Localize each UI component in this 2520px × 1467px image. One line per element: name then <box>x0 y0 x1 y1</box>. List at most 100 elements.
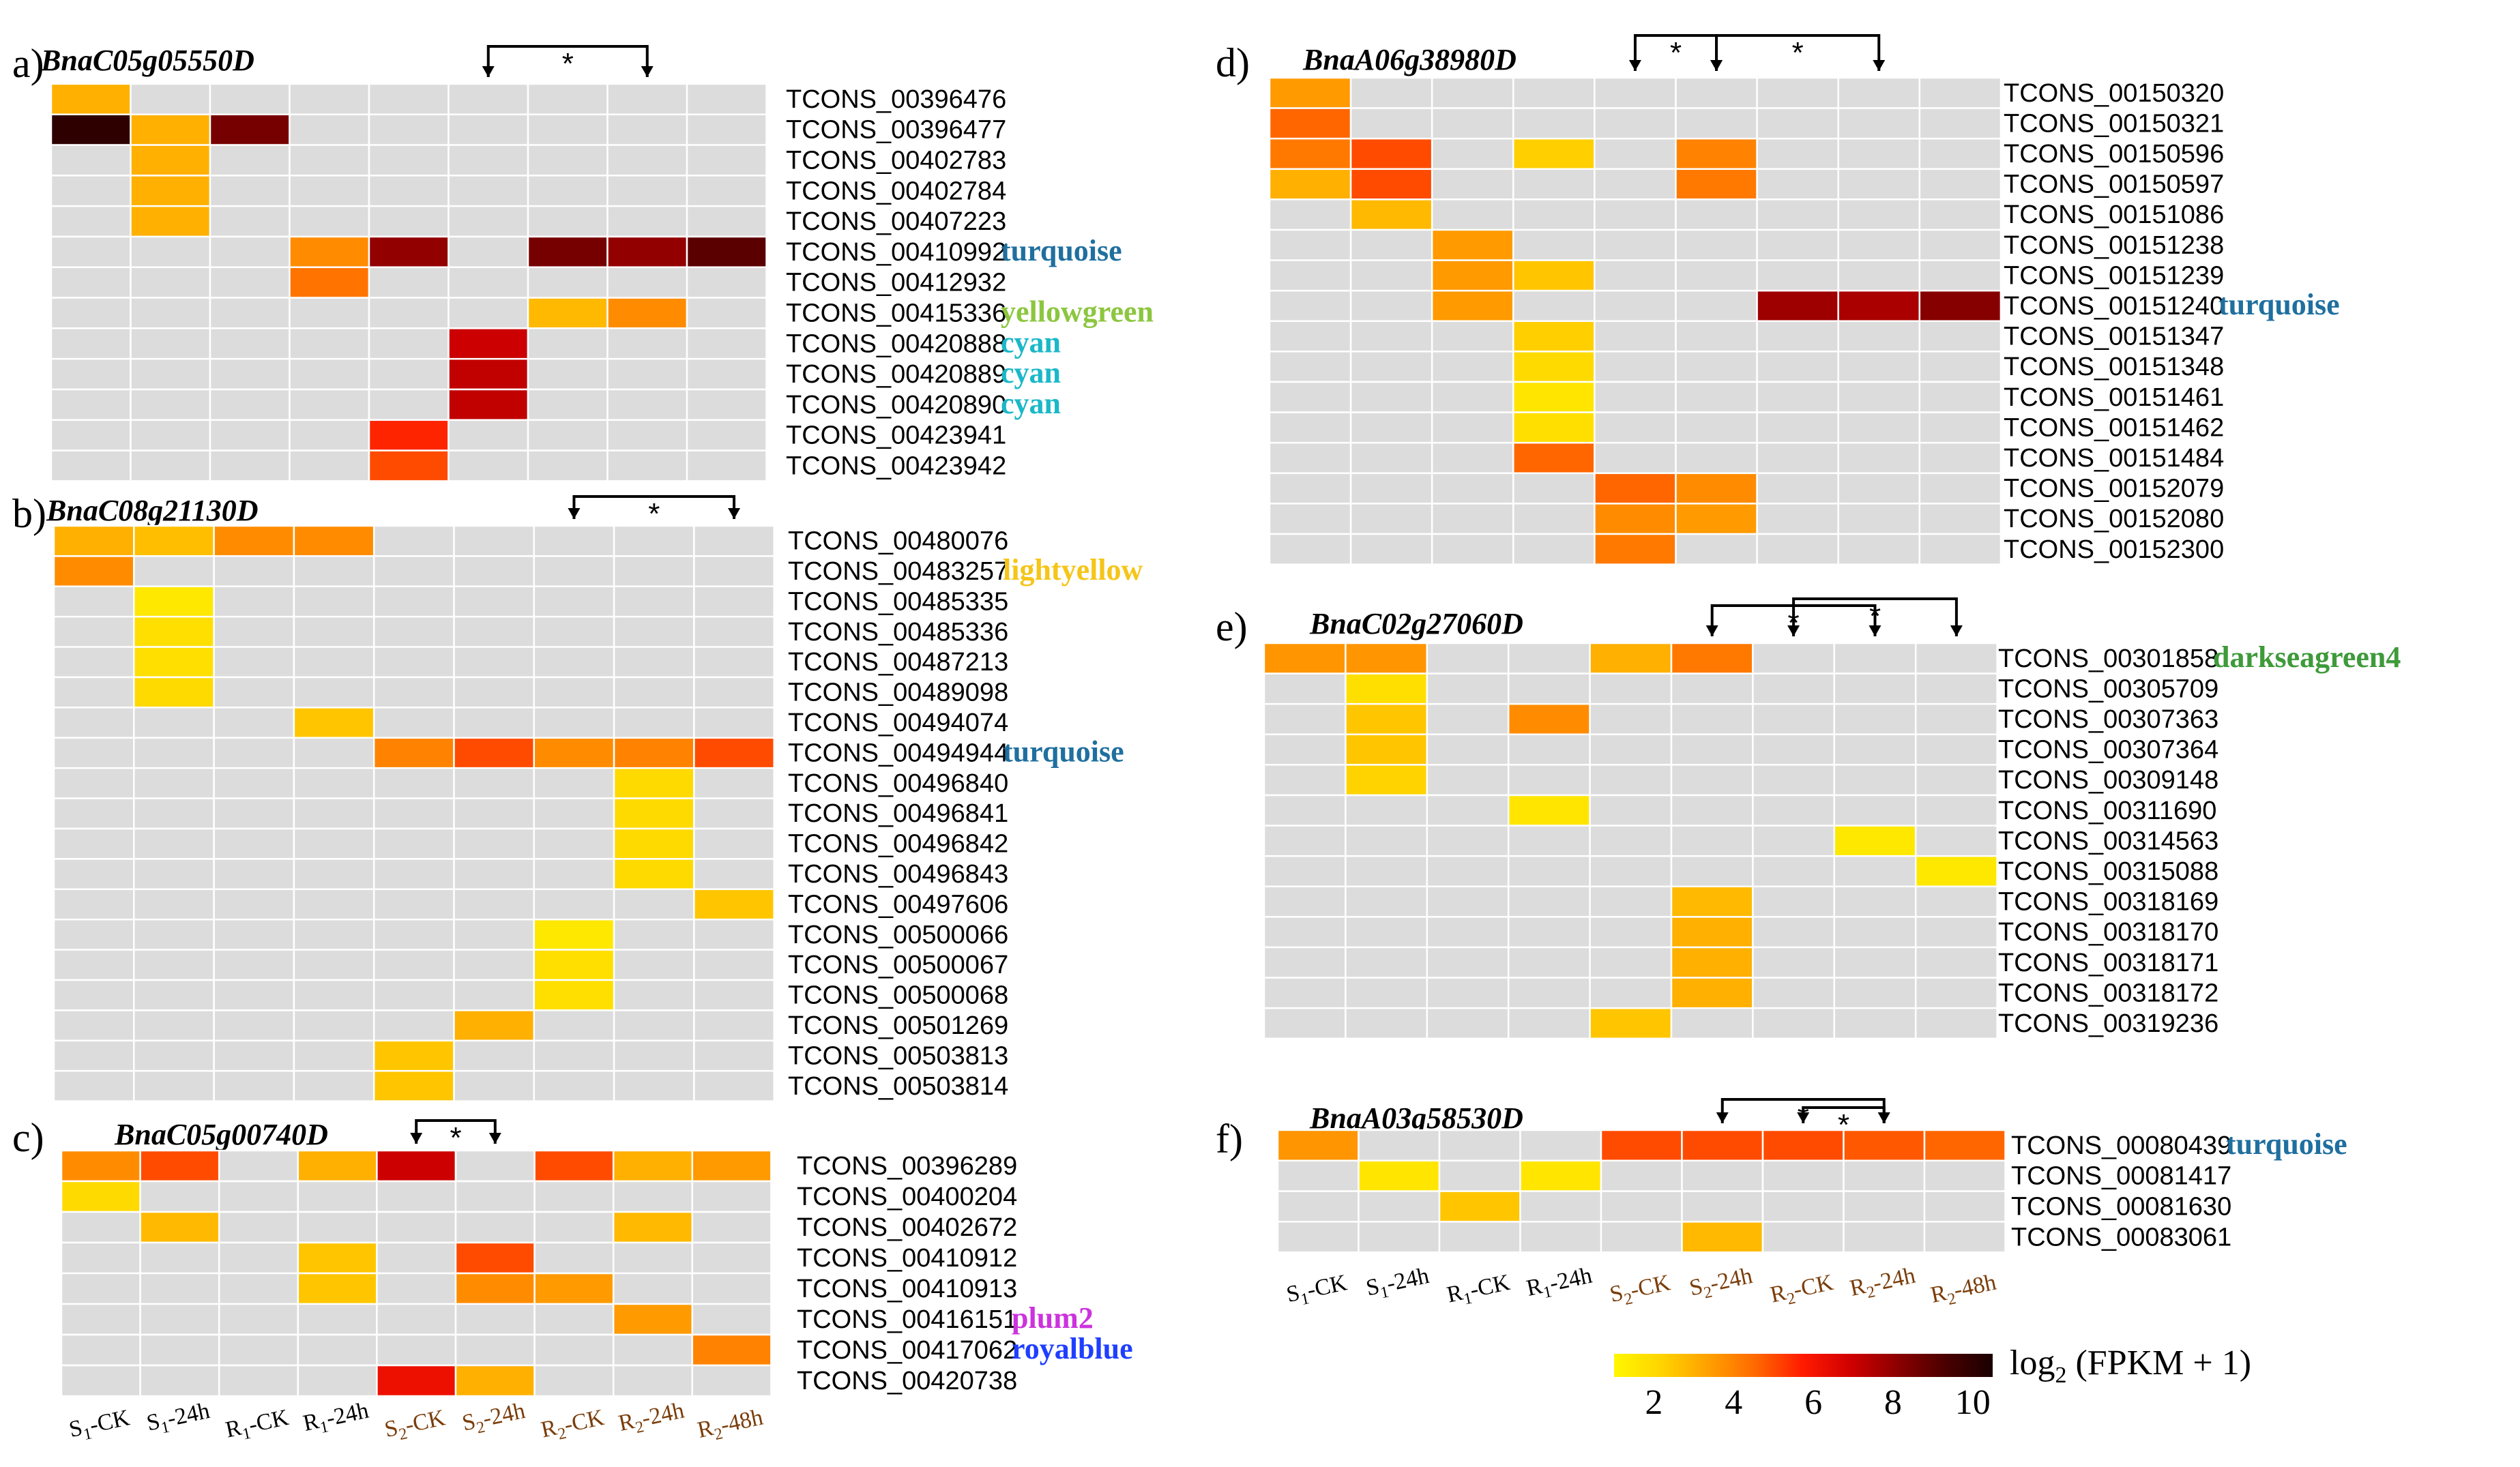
row-label: TCONS_00497606 <box>788 890 1008 919</box>
heatmap-cell <box>1670 733 1754 766</box>
heatmap-cell <box>1594 351 1677 383</box>
heatmap-cell <box>289 357 370 391</box>
row-label: TCONS_00496843 <box>788 860 1008 889</box>
heatmap-cell <box>454 1272 536 1305</box>
heatmap-cell <box>1276 1159 1360 1192</box>
heatmap-cell <box>533 1364 615 1397</box>
heatmap-cell <box>1345 916 1429 949</box>
heatmap-cell <box>1600 1159 1683 1192</box>
heatmap-cell <box>686 449 767 482</box>
module-label: turquoise <box>1003 735 1124 768</box>
heatmap-cell <box>686 297 767 329</box>
heatmap-cell <box>53 676 135 709</box>
heatmap-cell <box>53 888 135 921</box>
heatmap-cell <box>1675 107 1758 140</box>
heatmap-cell <box>218 1211 299 1244</box>
heatmap-cell <box>1431 351 1514 383</box>
heatmap-cell <box>1426 825 1510 857</box>
heatmap-cell <box>453 707 536 739</box>
heatmap-cell <box>1752 855 1836 888</box>
heatmap-cell <box>60 1364 141 1397</box>
heatmap-cell <box>533 1180 615 1213</box>
heatmap-cell <box>133 707 215 739</box>
heatmap-cell <box>533 797 615 830</box>
row-label: TCONS_00400204 <box>797 1183 1017 1211</box>
heatmap-cell <box>130 266 211 299</box>
heatmap-cell <box>1349 320 1433 353</box>
column-label: S1-24h <box>1364 1263 1432 1305</box>
row-label: TCONS_00318170 <box>1998 918 2218 947</box>
heatmap-cell <box>693 949 775 981</box>
significance-bracket <box>1715 34 1881 71</box>
heatmap-cell <box>368 144 450 177</box>
heatmap-cell <box>1438 1159 1521 1192</box>
heatmap-cell <box>1752 733 1836 766</box>
heatmap-cell <box>1345 825 1429 857</box>
heatmap-cell <box>533 918 615 951</box>
row-label: TCONS_00301858 <box>1998 644 2218 673</box>
heatmap-cell <box>50 357 132 391</box>
heatmap-cell <box>1914 672 1998 705</box>
heatmap-cell <box>139 1333 220 1367</box>
heatmap-cell <box>1345 885 1429 918</box>
heatmap-cell <box>1914 825 1998 857</box>
heatmap-cell <box>139 1241 220 1275</box>
column-labels: S1-CK S1-24h R1-CK R1-24h S2-CK S2-24h R2-CK R2… <box>1285 1263 1999 1312</box>
heatmap-cell <box>1589 794 1673 827</box>
bracket-arrowhead <box>488 1133 501 1144</box>
row-label: TCONS_00150597 <box>2004 171 2224 199</box>
column-label: R2-48h <box>1929 1270 1999 1312</box>
heatmap-cell <box>1358 1159 1441 1192</box>
heatmap-cell <box>1675 168 1758 201</box>
heatmap-cell <box>527 175 609 207</box>
panel-b: b) BnaC08g21130D TCONS_00480076TCONS_00483… <box>12 491 1143 1102</box>
heatmap-cell <box>448 235 529 269</box>
heatmap-cell <box>297 1303 378 1336</box>
heatmap-cell <box>1756 228 1839 261</box>
heatmap-cell <box>1833 764 1917 797</box>
heatmap-cell <box>1345 1007 1429 1040</box>
heatmap-cell <box>1752 885 1836 918</box>
heatmap-cell <box>1431 76 1514 109</box>
heatmap-cell <box>527 205 609 238</box>
heatmap-cell <box>60 1149 141 1183</box>
heatmap-cell <box>1670 916 1754 949</box>
heatmap-cell <box>1507 794 1591 827</box>
heatmap-cell <box>139 1180 220 1213</box>
module-label: turquoise <box>2226 1127 2347 1161</box>
colorbar-gradient <box>1614 1354 1993 1377</box>
heatmap-cell <box>1670 885 1754 918</box>
heatmap-cell <box>139 1303 220 1336</box>
heatmap-cell <box>209 235 291 269</box>
heatmap-cell <box>1837 137 1921 171</box>
colorbar-title: log2 (FPKM + 1) <box>2010 1344 2251 1388</box>
heatmap-cell <box>1589 733 1673 766</box>
heatmap-cell <box>293 827 375 860</box>
heatmap-cell <box>1675 259 1758 292</box>
heatmap-cell <box>612 1180 694 1213</box>
heatmap-cell <box>1837 228 1921 261</box>
heatmap-cell <box>454 1303 536 1336</box>
heatmap-cell <box>1843 1159 1926 1192</box>
heatmap-cell <box>1756 533 1839 565</box>
heatmap-cell <box>1756 137 1839 171</box>
heatmap-cell <box>209 388 291 421</box>
heatmap-cell <box>1263 733 1347 766</box>
heatmap-cell <box>533 615 615 648</box>
heatmap-cell <box>613 1039 695 1072</box>
heatmap-cell <box>691 1149 772 1183</box>
panel-label: a) <box>12 41 44 86</box>
heatmap-cell <box>693 1069 775 1102</box>
row-label: TCONS_00496840 <box>788 769 1008 798</box>
heatmap-cell <box>453 646 536 679</box>
heatmap-cell <box>1507 885 1591 918</box>
heatmap-cell <box>1675 198 1758 231</box>
heatmap-cell <box>453 1009 536 1042</box>
row-label: TCONS_00307364 <box>1998 736 2218 765</box>
heatmap-cell <box>1263 672 1347 705</box>
heatmap-cell <box>533 737 615 769</box>
heatmap-cell <box>613 888 695 921</box>
heatmap-cell <box>1426 672 1510 705</box>
heatmap-cell <box>293 888 375 921</box>
